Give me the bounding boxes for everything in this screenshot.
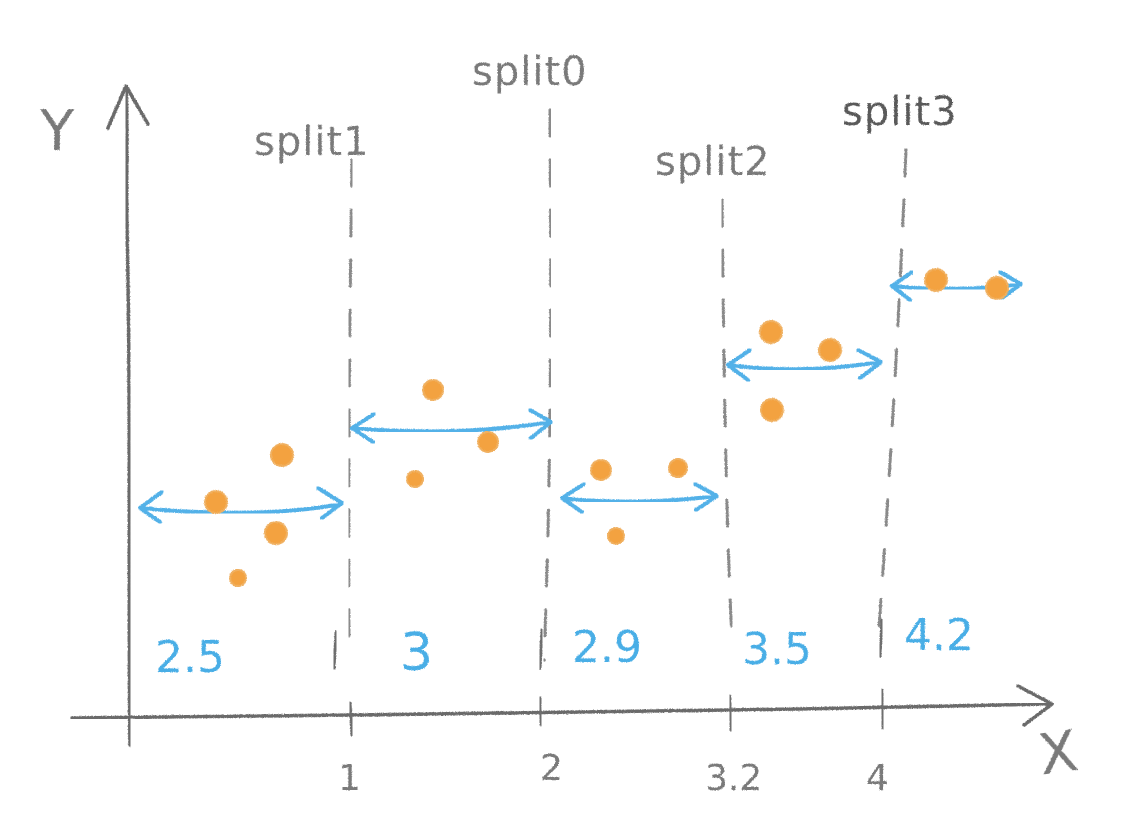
x-tick-2-label: 2 <box>540 748 563 789</box>
value-separator <box>332 630 338 670</box>
data-point <box>668 458 688 478</box>
split-labels: split0 split1 split2 split3 <box>254 49 958 185</box>
y-axis-line <box>124 86 132 747</box>
data-point <box>270 443 294 467</box>
axes: Y X <box>39 84 1082 789</box>
split-label-split1: split1 <box>254 119 370 165</box>
region-value-label-5: 4.2 <box>904 610 974 661</box>
x-ticks: 1 2 3.2 4 <box>338 688 889 799</box>
x-axis-label: X <box>1035 719 1082 789</box>
x-tick-3-2-label: 3.2 <box>705 758 762 799</box>
mean-arrow-region-1 <box>138 486 344 524</box>
region-value-labels: 2.5 3 2.9 3.5 4.2 <box>155 610 974 683</box>
data-point <box>229 569 247 587</box>
data-point <box>264 521 288 545</box>
split-label-split0: split0 <box>472 49 588 95</box>
x-tick-4-label: 4 <box>866 758 889 799</box>
data-point <box>760 398 784 422</box>
data-point <box>204 490 228 514</box>
x-axis-arrowhead <box>1016 684 1054 727</box>
region-value-label-1: 2.5 <box>155 632 225 683</box>
split-line-split1 <box>347 158 354 642</box>
x-tick-2-mark <box>538 696 543 727</box>
x-tick-3-2-mark <box>728 694 733 732</box>
split-label-split3: split3 <box>842 89 958 135</box>
x-axis-line <box>70 702 1050 720</box>
x-tick-4-mark <box>880 688 885 730</box>
region-mean-arrows <box>138 270 1023 524</box>
y-axis-arrowhead <box>106 84 150 130</box>
region-value-label-4: 3.5 <box>742 624 812 675</box>
split-label-split2: split2 <box>655 139 771 185</box>
region-value-label-3: 2.9 <box>572 622 642 673</box>
data-points <box>204 268 1009 587</box>
value-separator <box>538 628 544 670</box>
data-point <box>590 459 612 481</box>
region-value-label-2: 3 <box>400 623 433 683</box>
split-lines <box>347 108 908 662</box>
data-point <box>759 320 783 344</box>
data-point <box>422 379 444 401</box>
x-tick-1-mark <box>348 701 354 737</box>
data-point <box>985 276 1009 300</box>
x-tick-1-label: 1 <box>338 758 361 799</box>
data-point <box>406 470 424 488</box>
mean-arrow-region-4 <box>726 348 883 382</box>
data-point <box>818 338 842 362</box>
value-separators <box>332 618 884 670</box>
split-line-split0 <box>542 108 553 662</box>
mean-arrow-region-2 <box>350 408 553 444</box>
split-line-split3 <box>876 148 908 642</box>
split-line-split2 <box>720 198 734 642</box>
data-point <box>924 268 948 292</box>
mean-arrow-region-3 <box>560 482 719 514</box>
value-separator <box>878 618 884 658</box>
y-axis-label: Y <box>39 99 75 164</box>
data-point <box>607 527 625 545</box>
data-point <box>477 431 499 453</box>
